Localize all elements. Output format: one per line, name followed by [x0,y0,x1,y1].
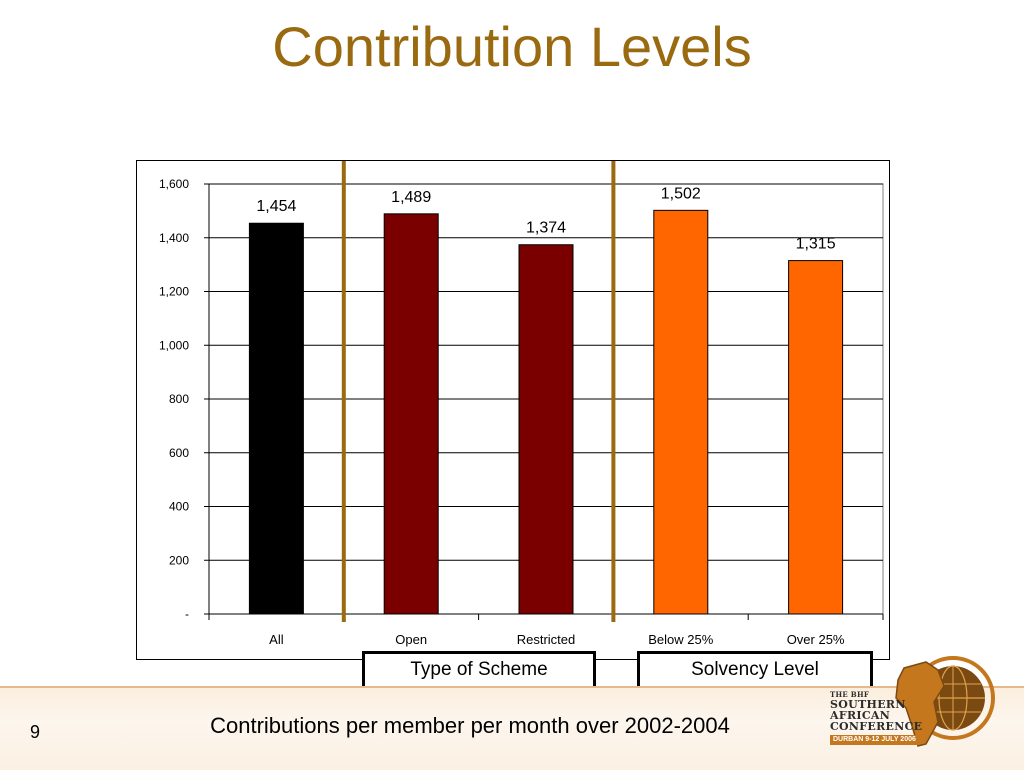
logo-line-2: SOUTHERN [830,698,906,711]
bar [383,213,439,615]
bar [518,244,574,615]
y-tick-label: 400 [169,500,189,514]
logo-line-1: THE BHF [830,690,870,699]
type-of-scheme-label: Type of Scheme [362,651,596,689]
category-label: Over 25% [787,632,845,647]
bar [248,222,304,615]
data-label: 1,315 [796,236,836,253]
logo-text: THE BHF SOUTHERN AFRICAN CONFERENCE DURB… [830,690,950,745]
data-label: 1,489 [391,189,431,206]
conference-logo: THE BHF SOUTHERN AFRICAN CONFERENCE DURB… [826,650,1016,760]
y-tick-label: 1,000 [159,338,189,352]
category-label: Below 25% [648,632,713,647]
y-tick-label: 800 [169,392,189,406]
footer-band [0,686,1024,770]
bar-chart: - 200 400 600 800 1,000 1,200 1,400 1,600 1,454 Al… [159,161,884,647]
y-tick-label: - [185,607,189,621]
bar [653,209,709,615]
data-label: 1,502 [661,185,701,202]
category-label: All [269,632,284,647]
y-tick-label: 1,600 [159,177,189,191]
y-tick-label: 600 [169,446,189,460]
slide-title: Contribution Levels [272,15,752,78]
data-label: 1,454 [256,198,296,215]
y-tick-label: 1,200 [159,285,189,299]
page-number: 9 [30,722,41,742]
logo-line-3: AFRICAN [830,709,891,722]
data-label: 1,374 [526,220,566,237]
slide-subtitle: Contributions per member per month over … [210,713,730,738]
y-tick-label: 1,400 [159,231,189,245]
y-tick-label: 200 [169,553,189,567]
logo-line-4: CONFERENCE [830,720,923,733]
chart-frame: - 200 400 600 800 1,000 1,200 1,400 1,600 1,454 Al… [136,160,890,660]
africa-globe-icon [895,656,995,747]
category-label: Open [395,632,427,647]
logo-line-5: DURBAN 9-12 JULY 2006 [830,735,919,745]
category-label: Restricted [517,632,576,647]
bar [788,260,844,615]
